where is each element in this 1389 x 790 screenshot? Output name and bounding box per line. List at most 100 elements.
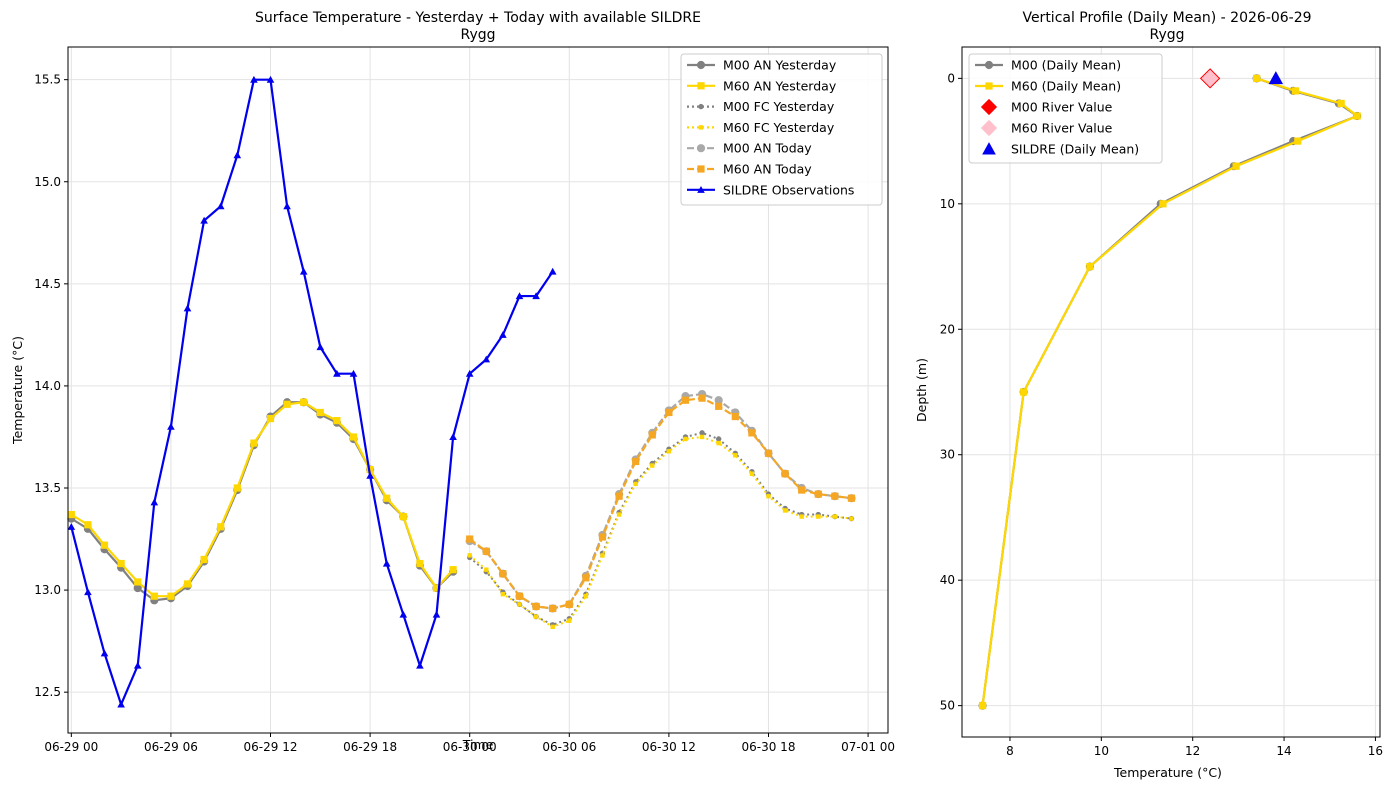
left-legend-label: SILDRE Observations — [723, 182, 854, 197]
left-series-line — [469, 397, 852, 610]
left-legend-entry: M60 FC Yesterday — [687, 120, 835, 135]
left-legend-entry: M60 AN Today — [687, 162, 812, 177]
right-grid — [962, 47, 1380, 737]
left-legend-label: M00 AN Today — [723, 141, 812, 156]
left-data-point — [549, 604, 557, 613]
left-x-tick-label: 06-30 18 — [742, 740, 796, 754]
left-data-point — [683, 436, 688, 442]
left-data-point — [615, 492, 623, 500]
right-data-point — [1199, 68, 1221, 89]
left-data-point — [366, 471, 374, 479]
left-x-tick-label: 06-29 12 — [244, 740, 298, 754]
left-data-point — [84, 521, 92, 529]
left-data-point — [167, 592, 175, 600]
right-y-tick-label: 10 — [940, 197, 955, 211]
left-data-point — [733, 453, 738, 458]
right-y-ticks: 0 10 20 30 40 50 — [940, 71, 962, 713]
left-legend-label: M00 AN Yesterday — [723, 58, 837, 73]
left-data-point — [532, 292, 540, 300]
left-data-point — [250, 439, 258, 447]
left-chart-title: Surface Temperature - Yesterday + Today … — [255, 10, 701, 26]
left-data-point — [84, 588, 92, 596]
right-data-point — [1268, 71, 1284, 85]
left-data-point — [567, 618, 572, 623]
right-legend-entry: M60 River Value — [980, 119, 1113, 137]
right-series-0 — [978, 74, 1362, 710]
left-data-point — [333, 417, 341, 425]
right-legend-label: M00 (Daily Mean) — [1011, 58, 1121, 73]
right-x-tick-label: 16 — [1368, 744, 1383, 758]
left-data-point — [582, 574, 590, 582]
left-x-tick-label: 06-29 06 — [144, 740, 198, 754]
left-data-point — [416, 661, 424, 669]
left-data-point — [167, 422, 175, 430]
left-data-point — [316, 408, 324, 417]
left-data-point — [766, 493, 771, 499]
left-data-point — [432, 584, 441, 592]
left-data-point — [731, 412, 739, 421]
left-data-point — [715, 436, 722, 442]
left-data-point — [183, 580, 192, 588]
right-legend-swatch-marker — [980, 119, 998, 137]
left-data-point — [250, 75, 258, 83]
right-y-tick-label: 40 — [940, 573, 955, 587]
left-data-point — [831, 492, 839, 500]
left-data-point — [67, 522, 76, 530]
right-legend-box — [968, 53, 1163, 164]
right-legend-swatch-marker — [984, 60, 994, 70]
left-data-point — [650, 463, 655, 468]
left-data-point — [782, 508, 788, 513]
left-data-point — [633, 481, 638, 487]
left-data-point — [616, 512, 622, 517]
left-data-point — [134, 578, 142, 586]
left-x-tick-label: 06-30 06 — [542, 740, 596, 754]
right-data-point — [1086, 262, 1094, 271]
right-data-point — [1159, 200, 1167, 208]
left-data-point — [283, 400, 291, 408]
right-y-tick-label: 30 — [940, 448, 955, 462]
left-legend-entry: M00 AN Today — [687, 141, 812, 156]
right-legend-swatch-marker — [985, 82, 993, 90]
right-x-tick-label: 12 — [1185, 744, 1200, 758]
left-data-point — [583, 594, 589, 599]
right-data-point — [1291, 87, 1300, 95]
left-legend-swatch-marker — [698, 103, 704, 110]
left-data-point — [666, 449, 672, 454]
left-x-tick-label: 06-30 12 — [642, 740, 696, 754]
left-data-point — [699, 434, 705, 440]
right-plot-frame — [961, 46, 1381, 738]
left-series-line — [469, 431, 852, 626]
left-data-point — [233, 484, 241, 492]
right-legend: M00 (Daily Mean) M60 (Daily Mean) M00 Rive… — [968, 53, 1163, 164]
left-series-3 — [467, 434, 854, 630]
right-x-tick-label: 14 — [1276, 744, 1291, 758]
left-legend-swatch-marker — [697, 165, 705, 173]
left-data-point — [416, 559, 424, 568]
right-series-4 — [1268, 71, 1284, 85]
left-legend-swatch-marker — [696, 144, 706, 153]
left-data-point — [383, 494, 391, 502]
left-data-point — [183, 304, 192, 312]
right-data-point — [1337, 99, 1345, 108]
left-data-point — [532, 602, 540, 611]
left-data-point — [133, 661, 142, 669]
right-x-tick-label: 8 — [1006, 744, 1014, 758]
right-legend-entry: SILDRE (Daily Mean) — [982, 142, 1139, 157]
left-data-point — [600, 553, 605, 558]
left-legend-entry: M60 AN Yesterday — [687, 78, 837, 93]
left-data-point — [484, 567, 489, 572]
right-legend-label: M60 (Daily Mean) — [1011, 79, 1121, 94]
left-series-line — [469, 392, 852, 610]
right-x-ticks: 8 10 12 14 16 — [1006, 737, 1383, 758]
left-data-point — [499, 570, 507, 578]
vertical-profile-chart: Vertical Profile (Daily Mean) - 2026-06-… — [914, 10, 1383, 780]
left-grid — [68, 47, 888, 733]
left-data-point — [632, 457, 640, 466]
left-data-point — [648, 431, 656, 439]
left-data-point — [665, 408, 673, 417]
left-data-point — [533, 614, 539, 619]
left-x-axis-label: Time — [462, 737, 494, 752]
left-plot-frame — [67, 46, 889, 734]
left-data-point — [499, 331, 507, 338]
